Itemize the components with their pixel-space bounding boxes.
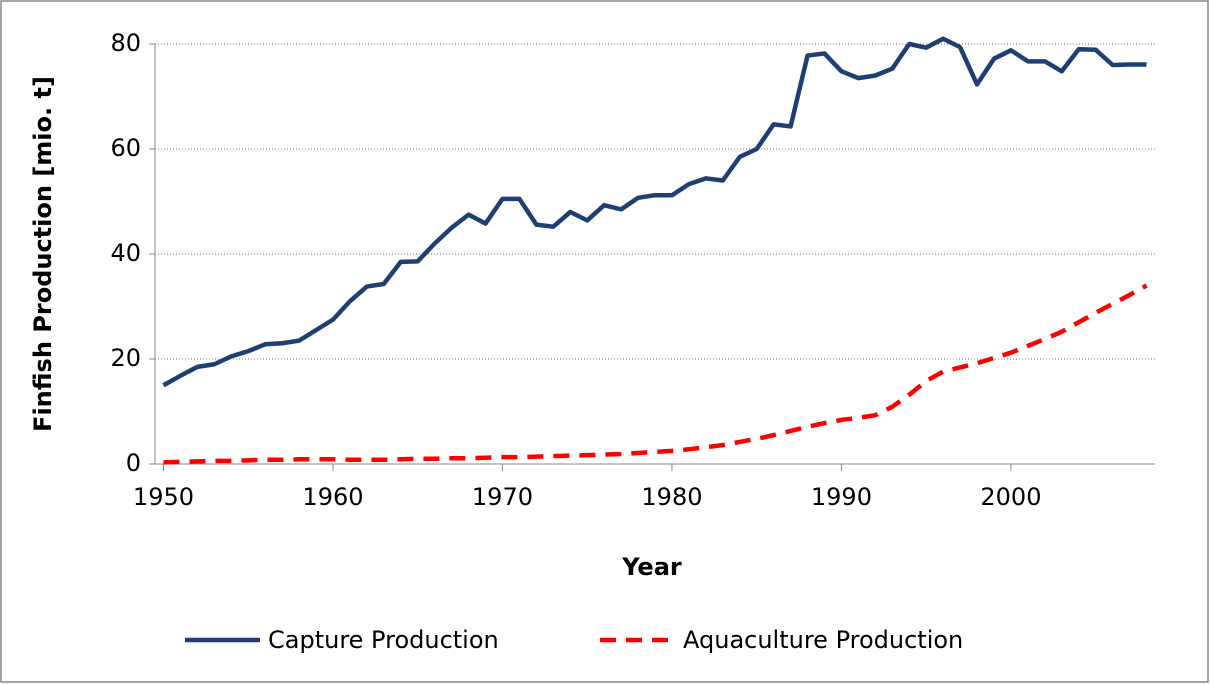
x-tick-label: 2000 bbox=[980, 483, 1041, 511]
x-tick-label: 1990 bbox=[811, 483, 872, 511]
y-tick-label: 60 bbox=[110, 134, 141, 162]
legend-label: Aquaculture Production bbox=[683, 626, 963, 654]
y-tick-label: 20 bbox=[110, 344, 141, 372]
y-tick-label: 40 bbox=[110, 239, 141, 267]
series-line bbox=[162, 36, 1147, 388]
y-tick-label: 0 bbox=[126, 449, 141, 477]
legend-label: Capture Production bbox=[268, 626, 499, 654]
x-axis-label: Year bbox=[621, 553, 682, 581]
x-tick-label: 1980 bbox=[641, 483, 702, 511]
x-tick-label: 1960 bbox=[302, 483, 363, 511]
series-line bbox=[163, 283, 1148, 465]
x-tick-label: 1970 bbox=[472, 483, 533, 511]
y-axis-label: Finfish Production [mio. t] bbox=[29, 76, 57, 432]
y-tick-label: 80 bbox=[110, 29, 141, 57]
x-tick-label: 1950 bbox=[133, 483, 194, 511]
